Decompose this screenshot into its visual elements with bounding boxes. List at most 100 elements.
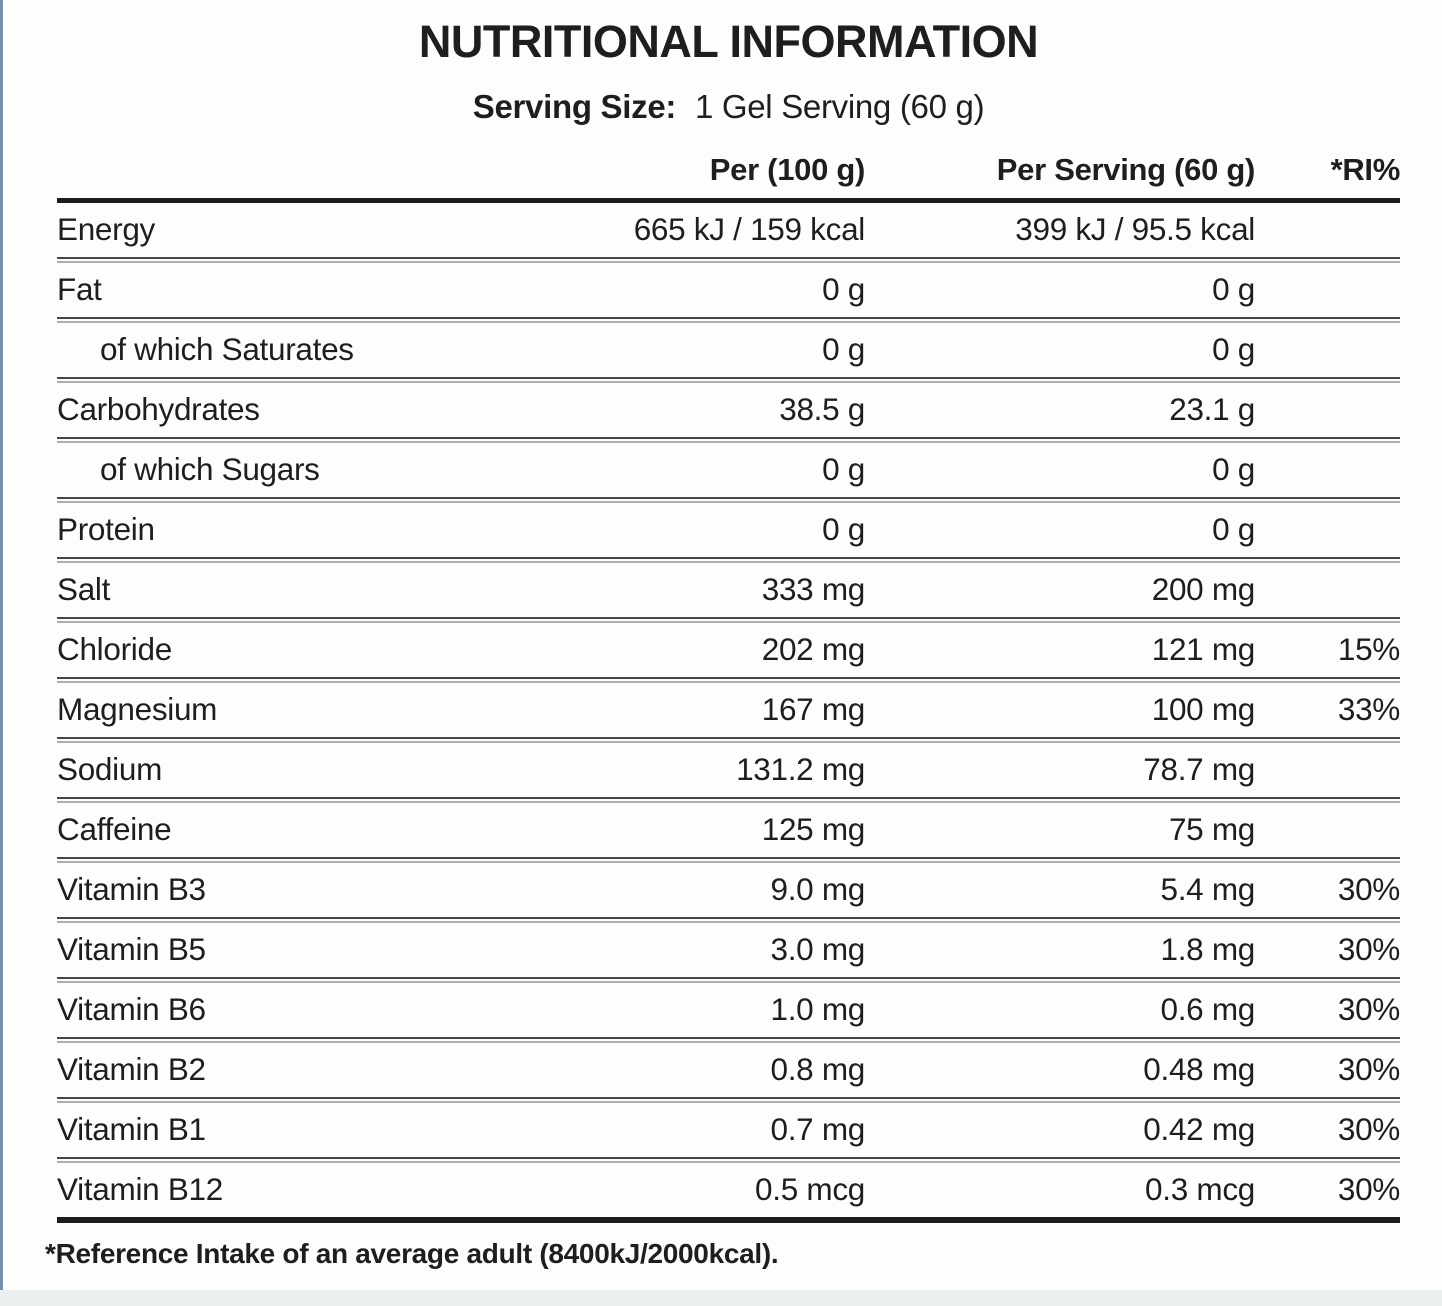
per-serving-value: 121 mg (1151, 631, 1256, 668)
per-100g-value: 665 kJ / 159 kcal (633, 211, 866, 248)
column-header-per-100g: Per (100 g) (709, 151, 866, 187)
nutrient-label: Vitamin B2 (57, 1051, 206, 1088)
left-edge-accent (0, 0, 3, 1306)
table-row: Fat 0 g 0 g (57, 263, 1400, 317)
row-separator (57, 556, 1400, 563)
nutrient-label: Caffeine (57, 811, 172, 848)
per-serving-value: 1.8 mg (1160, 931, 1256, 968)
per-serving-value: 0.3 mcg (1145, 1171, 1255, 1208)
page-title: NUTRITIONAL INFORMATION (418, 16, 1039, 67)
per-100g-value: 0.8 mg (770, 1051, 866, 1088)
table-bottom-rule (57, 1216, 1400, 1223)
table-row: Protein 0 g 0 g (57, 503, 1400, 557)
table-body: Energy 665 kJ / 159 kcal 399 kJ / 95.5 k… (57, 203, 1400, 1217)
table-row: Vitamin B5 3.0 mg 1.8 mg 30% (57, 923, 1400, 977)
nutrient-label: Protein (57, 511, 155, 548)
serving-size: Serving Size: 1 Gel Serving (60 g) (57, 88, 1400, 126)
nutrient-label: Fat (57, 271, 102, 308)
table-row: of which Sugars 0 g 0 g (57, 443, 1400, 497)
nutrient-label: Vitamin B3 (57, 871, 206, 908)
ri-percent-value: 30% (1337, 1051, 1400, 1088)
per-100g-value: 9.0 mg (770, 871, 866, 908)
nutrient-label: Chloride (57, 631, 172, 668)
nutrient-label: of which Saturates (100, 331, 354, 368)
per-serving-value: 200 mg (1151, 571, 1256, 608)
nutrient-label: Sodium (57, 751, 163, 788)
per-serving-value: 399 kJ / 95.5 kcal (1015, 211, 1255, 248)
per-serving-value: 0 g (1212, 451, 1255, 488)
per-100g-value: 38.5 g (779, 391, 865, 428)
row-separator (57, 616, 1400, 623)
ri-percent-value: 15% (1337, 631, 1400, 668)
nutrient-label: of which Sugars (100, 451, 320, 488)
ri-percent-value: 30% (1337, 1171, 1400, 1208)
serving-size-value: 1 Gel Serving (60 g) (694, 87, 985, 125)
per-100g-value: 3.0 mg (770, 931, 866, 968)
table-row: Vitamin B3 9.0 mg 5.4 mg 30% (57, 863, 1400, 917)
table-row: Carbohydrates 38.5 g 23.1 g (57, 383, 1400, 437)
row-separator (57, 1156, 1400, 1163)
row-separator (57, 1036, 1400, 1043)
table-row: Vitamin B6 1.0 mg 0.6 mg 30% (57, 983, 1400, 1037)
table-row: Salt 333 mg 200 mg (57, 563, 1400, 617)
row-separator (57, 856, 1400, 863)
ri-percent-value: 30% (1337, 1111, 1400, 1148)
table-row: Vitamin B12 0.5 mcg 0.3 mcg 30% (57, 1163, 1400, 1217)
table-row: of which Saturates 0 g 0 g (57, 323, 1400, 377)
table-header-row: Per (100 g) Per Serving (60 g) *RI% (57, 151, 1401, 198)
serving-size-label: Serving Size: (472, 87, 677, 125)
nutrient-label: Salt (57, 571, 111, 608)
per-100g-value: 0 g (822, 511, 865, 548)
per-100g-value: 0 g (822, 331, 865, 368)
table-row: Energy 665 kJ / 159 kcal 399 kJ / 95.5 k… (57, 203, 1400, 257)
row-separator (57, 736, 1400, 743)
per-serving-value: 23.1 g (1169, 391, 1255, 428)
row-separator (57, 1096, 1400, 1103)
table-row: Vitamin B1 0.7 mg 0.42 mg 30% (57, 1103, 1400, 1157)
row-separator (57, 796, 1400, 803)
table-row: Magnesium 167 mg 100 mg 33% (57, 683, 1400, 737)
nutrient-label: Vitamin B12 (57, 1171, 223, 1208)
row-separator (57, 436, 1400, 443)
bottom-band (0, 1290, 1442, 1306)
per-serving-value: 5.4 mg (1160, 871, 1256, 908)
per-100g-value: 333 mg (761, 571, 866, 608)
per-100g-value: 0.5 mcg (755, 1171, 865, 1208)
per-serving-value: 0 g (1212, 271, 1255, 308)
per-serving-value: 100 mg (1151, 691, 1256, 728)
table-row: Chloride 202 mg 121 mg 15% (57, 623, 1400, 677)
table-row: Vitamin B2 0.8 mg 0.48 mg 30% (57, 1043, 1400, 1097)
nutrient-label: Magnesium (57, 691, 218, 728)
row-separator (57, 676, 1400, 683)
column-header-per-serving: Per Serving (60 g) (996, 151, 1256, 187)
per-serving-value: 0.42 mg (1143, 1111, 1255, 1148)
ri-percent-value: 30% (1337, 991, 1400, 1028)
per-serving-value: 0.48 mg (1143, 1051, 1255, 1088)
per-100g-value: 0 g (822, 271, 865, 308)
per-100g-value: 131.2 mg (736, 751, 865, 788)
nutrient-label: Vitamin B6 (57, 991, 206, 1028)
per-100g-value: 1.0 mg (770, 991, 866, 1028)
per-100g-value: 0 g (822, 451, 865, 488)
label-content: NUTRITIONAL INFORMATION Serving Size: 1 … (45, 16, 1401, 1269)
nutrient-label: Carbohydrates (57, 391, 260, 428)
column-header-ri-percent: *RI% (1330, 151, 1401, 187)
per-serving-value: 0.6 mg (1160, 991, 1256, 1028)
table-row: Sodium 131.2 mg 78.7 mg (57, 743, 1400, 797)
row-separator (57, 976, 1400, 983)
per-serving-value: 0 g (1212, 331, 1255, 368)
per-serving-value: 78.7 mg (1143, 751, 1255, 788)
nutrient-label: Vitamin B5 (57, 931, 206, 968)
per-100g-value: 167 mg (761, 691, 866, 728)
per-100g-value: 0.7 mg (770, 1111, 866, 1148)
ri-percent-value: 30% (1337, 871, 1400, 908)
row-separator (57, 256, 1400, 263)
row-separator (57, 496, 1400, 503)
nutrient-label: Vitamin B1 (57, 1111, 206, 1148)
row-separator (57, 376, 1400, 383)
ri-percent-value: 30% (1337, 931, 1400, 968)
row-separator (57, 316, 1400, 323)
ri-percent-value: 33% (1337, 691, 1400, 728)
footnote: *Reference Intake of an average adult (8… (45, 1237, 779, 1269)
